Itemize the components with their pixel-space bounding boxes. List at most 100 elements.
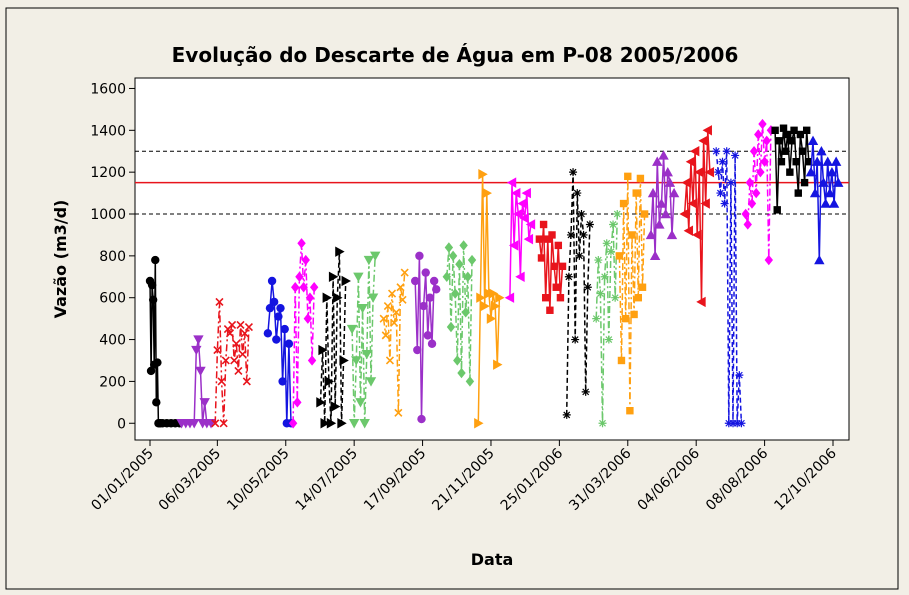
- series-7-point-4: [387, 289, 397, 298]
- series-12-point-1: [537, 254, 546, 262]
- series-2-point-13: [238, 350, 247, 359]
- series-15-point-11: [638, 283, 647, 291]
- series-19: [741, 118, 776, 266]
- series-5-point-12: [341, 275, 351, 287]
- y-tick-label-1400: 1400: [90, 123, 126, 139]
- series-15-point-4: [624, 172, 632, 181]
- series-13-line: [565, 172, 591, 415]
- series-13-point-10: [583, 283, 592, 292]
- series-0-point-1: [146, 366, 156, 376]
- series-3-point-2: [267, 276, 277, 286]
- series-20-point-2: [775, 137, 784, 145]
- series-8-point-6: [423, 331, 433, 340]
- series-15-point-12: [640, 210, 649, 218]
- series-2-point-14: [240, 329, 249, 338]
- series-5-point-1: [318, 344, 328, 356]
- series-5-point-8: [333, 292, 343, 303]
- series-17-point-6: [692, 229, 702, 241]
- series-0-point-7: [153, 358, 162, 367]
- series-2-point-3: [217, 377, 226, 386]
- series-12-point-9: [554, 241, 563, 250]
- chart-title: Evolução do Descarte de Água em P-08 200…: [172, 43, 739, 67]
- series-3-point-1: [265, 303, 275, 313]
- series-14-point-9: [611, 293, 620, 302]
- series-6-point-7: [361, 350, 372, 360]
- series-18-point-4: [720, 199, 729, 208]
- series-13-point-4: [571, 335, 580, 344]
- series-8-point-10: [432, 285, 441, 294]
- series-7-point-8: [396, 283, 405, 292]
- series-3-point-0: [263, 329, 273, 338]
- series-21-point-8: [822, 156, 833, 166]
- series-16-point-9: [664, 177, 676, 187]
- series-0-point-3: [148, 295, 158, 305]
- series-8-point-3: [417, 414, 426, 424]
- series-11-point-8: [521, 187, 531, 199]
- series-9-point-10: [463, 271, 473, 282]
- series-3-point-5: [274, 312, 283, 321]
- series-15-point-2: [619, 199, 628, 208]
- series-9-point-8: [459, 240, 468, 251]
- series-10-point-4: [482, 187, 492, 199]
- series-6-point-2: [351, 356, 362, 366]
- series-17-point-8: [696, 296, 706, 308]
- series-4-point-10: [309, 282, 319, 293]
- series-18-point-6: [724, 419, 733, 428]
- y-tick-label-1600: 1600: [90, 81, 126, 97]
- series-3-line: [267, 280, 292, 424]
- series-2-point-0: [211, 419, 220, 428]
- series-19-point-6: [754, 129, 763, 140]
- series-20-point-11: [794, 189, 802, 197]
- series-9-point-6: [455, 259, 464, 270]
- series-21-point-12: [830, 156, 842, 166]
- series-2-point-5: [221, 356, 230, 365]
- series-1-point-5: [193, 335, 204, 345]
- series-7-point-7: [394, 408, 403, 417]
- series-2-point-12: [236, 320, 245, 329]
- series-0: [145, 255, 184, 428]
- series-2-point-11: [234, 366, 243, 376]
- series-18-point-2: [716, 189, 725, 198]
- series-7-point-1: [381, 331, 390, 340]
- series-11: [504, 177, 536, 303]
- series-15-point-10: [636, 174, 645, 183]
- series-11-point-4: [513, 208, 523, 220]
- series-10-point-7: [488, 288, 499, 299]
- series-19-point-0: [741, 208, 750, 220]
- series-17-point-10: [700, 198, 710, 209]
- series-4-point-6: [301, 254, 310, 266]
- series-16-point-2: [649, 250, 661, 261]
- y-axis-label: Vazão (m3/d): [51, 200, 70, 319]
- series-20-point-10: [792, 157, 800, 166]
- series-2-point-1: [213, 345, 222, 355]
- series-15-point-7: [630, 310, 638, 319]
- series-10: [474, 169, 505, 429]
- series-5-point-0: [316, 397, 326, 408]
- series-2: [211, 297, 253, 428]
- y-axis: 0 200 400 600 800 1000 1200 1400 1600: [90, 81, 135, 432]
- series-11-point-10: [525, 219, 536, 230]
- series-14-point-1: [594, 256, 603, 265]
- series-20-point-5: [781, 147, 790, 155]
- series-17-point-9: [698, 135, 708, 146]
- series-21-point-2: [809, 187, 821, 198]
- series-3-point-10: [284, 339, 294, 348]
- series-4-point-5: [299, 282, 308, 293]
- series-1-point-3: [189, 419, 200, 429]
- series-17: [679, 125, 715, 308]
- series-9-point-0: [442, 271, 451, 282]
- series-8-point-8: [427, 339, 437, 348]
- series-19-point-9: [760, 156, 769, 167]
- series-8-point-7: [425, 293, 435, 302]
- series-21-point-3: [812, 156, 823, 166]
- series-12: [535, 220, 567, 314]
- series-12-point-7: [550, 262, 558, 271]
- series-9-point-3: [448, 250, 458, 262]
- series-8: [411, 251, 441, 424]
- series-16-point-8: [662, 166, 673, 177]
- y-tick-label-400: 400: [99, 333, 126, 349]
- series-4: [288, 238, 319, 429]
- series-21-point-10: [826, 166, 838, 177]
- series-10-point-8: [490, 300, 501, 312]
- series-7-point-6: [392, 308, 401, 317]
